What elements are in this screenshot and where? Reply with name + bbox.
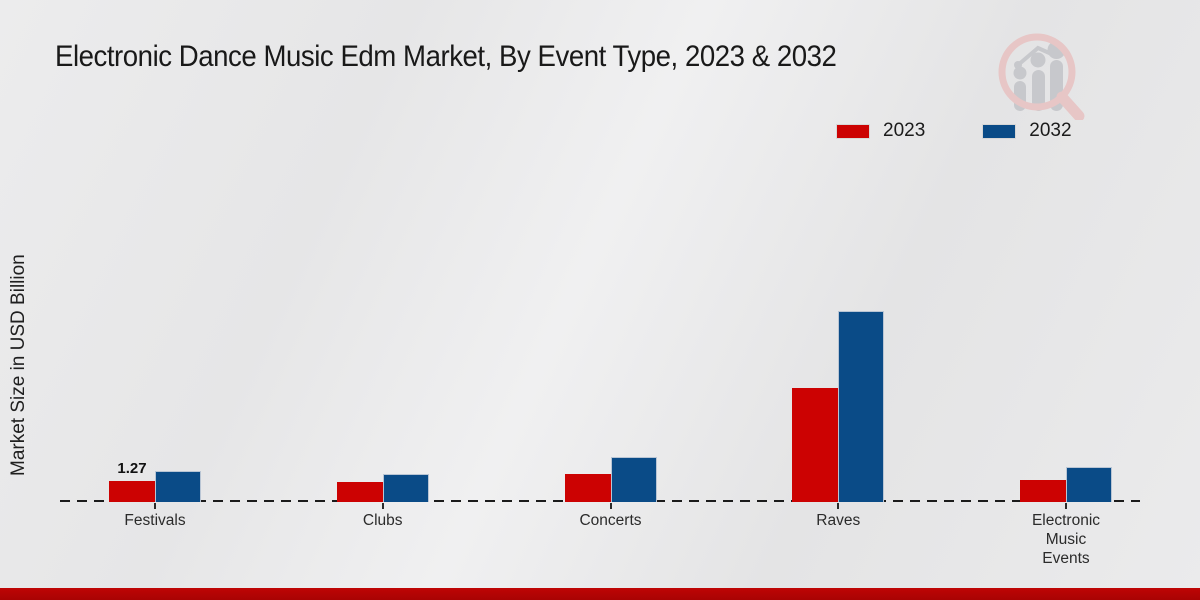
footer-accent-bar bbox=[0, 588, 1200, 600]
bar-2023-electronic-music-events bbox=[1020, 480, 1066, 502]
x-axis-category-label-clubs: Clubs bbox=[362, 512, 403, 529]
x-axis-category-label-concerts: Concerts bbox=[579, 512, 642, 529]
bar-value-label-festivals: 1.27 bbox=[117, 460, 147, 478]
bar-2023-clubs bbox=[336, 481, 383, 502]
chart-title: Electronic Dance Music Edm Market, By Ev… bbox=[55, 40, 837, 73]
x-axis-category-label-raves: Raves bbox=[816, 512, 861, 529]
bar-2023-concerts bbox=[564, 473, 611, 502]
x-axis-tick-festivals bbox=[154, 503, 156, 509]
x-axis-tick-concerts bbox=[609, 503, 612, 509]
bar-2032-concerts bbox=[610, 457, 657, 502]
bar-2032-raves bbox=[838, 310, 885, 502]
legend-label-2032: 2032 bbox=[1029, 120, 1072, 141]
bar-2032-electronic-music-events bbox=[1066, 467, 1112, 502]
bar-2023-raves bbox=[792, 387, 839, 502]
bar-2032-clubs bbox=[382, 474, 429, 502]
x-axis-tick-clubs bbox=[381, 503, 384, 509]
x-axis-category-label-electronic-music-events: Electronic Music Events bbox=[1031, 512, 1101, 567]
legend-label-2023: 2023 bbox=[883, 120, 926, 141]
magnifier-chart-logo-icon bbox=[998, 33, 1085, 122]
x-axis-category-label-festivals: Festivals bbox=[124, 512, 186, 529]
bar-2023-festivals bbox=[109, 481, 155, 502]
legend-swatch-2032 bbox=[983, 124, 1016, 138]
x-axis-tick-raves bbox=[837, 503, 840, 509]
x-axis-tick-electronic-music-events bbox=[1065, 503, 1067, 509]
legend-swatch-2023 bbox=[837, 124, 869, 138]
legend: 2023 2032 bbox=[837, 120, 1072, 142]
bar-2032-festivals bbox=[155, 471, 201, 502]
market-research-logo-watermark bbox=[992, 20, 1092, 125]
